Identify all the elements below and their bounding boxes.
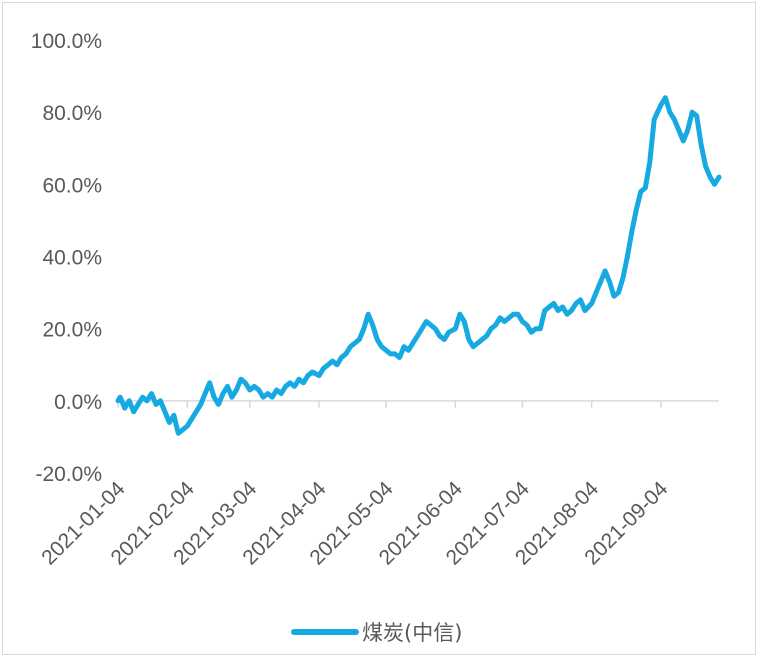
y-tick-label: -20.0% [35, 463, 102, 486]
x-axis: 2021-01-042021-02-042021-03-042021-04-04… [37, 400, 719, 569]
y-tick-label: 20.0% [42, 319, 102, 342]
series-layer [115, 95, 722, 436]
y-tick-label: 40.0% [42, 247, 102, 270]
y-axis: 100.0% 80.0% 60.0% 40.0% 20.0% 0.0% -20.0% [31, 30, 102, 486]
legend-label: 煤炭(中信) [362, 621, 462, 645]
series-line [115, 95, 722, 436]
y-tick-label: 60.0% [42, 174, 102, 197]
legend: 煤炭(中信) [291, 621, 462, 645]
y-tick-label: 0.0% [54, 391, 102, 414]
y-tick-label: 80.0% [42, 102, 102, 125]
y-tick-label: 100.0% [31, 30, 102, 53]
